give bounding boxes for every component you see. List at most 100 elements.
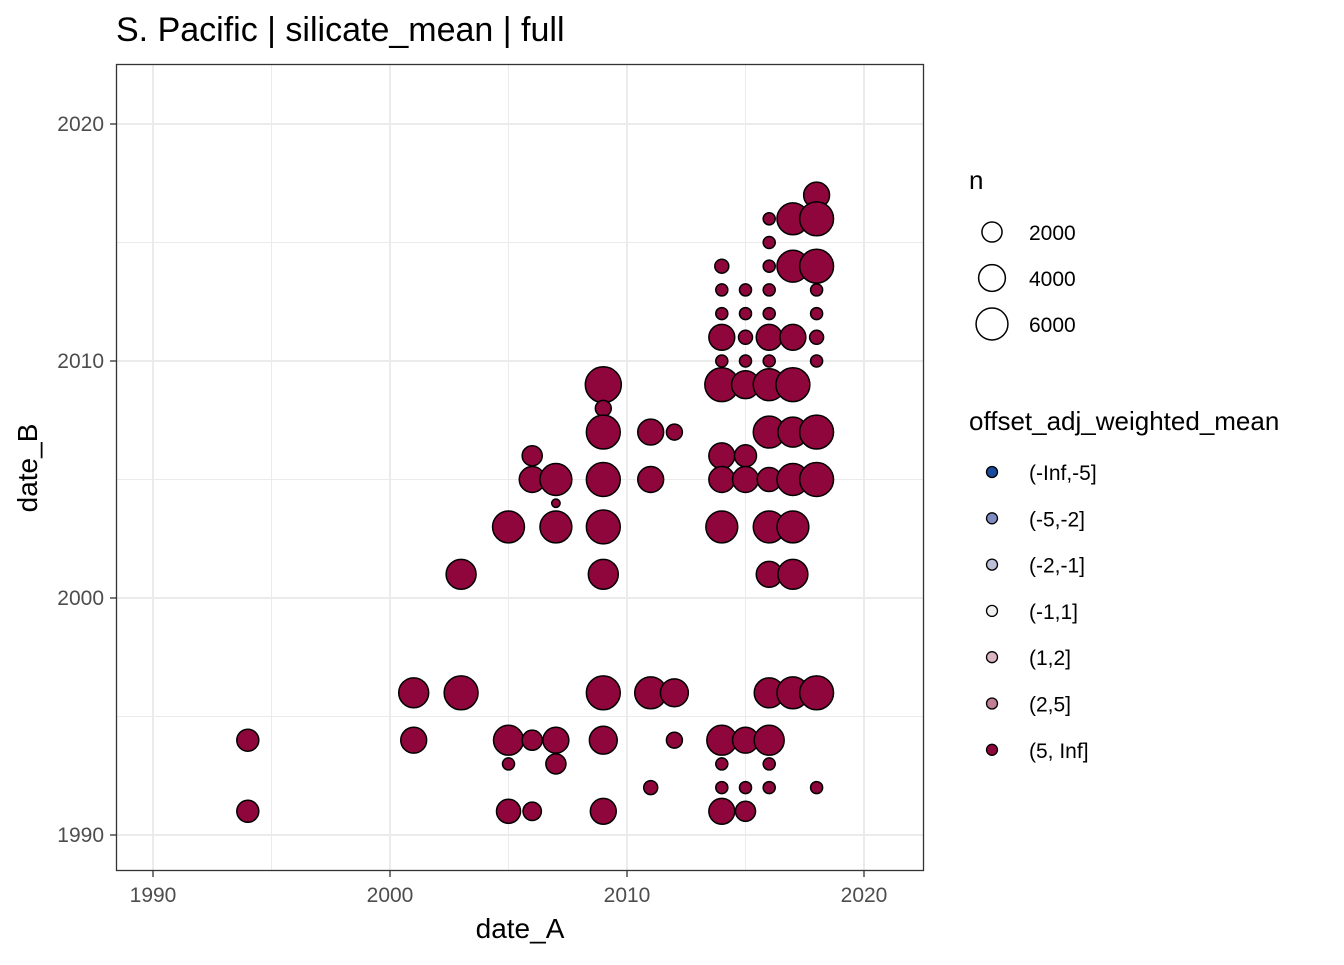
data-point	[762, 757, 776, 771]
data-point	[491, 510, 526, 544]
color-legend-label: (2,5]	[1029, 694, 1071, 717]
size-legend-label: 6000	[1029, 314, 1076, 337]
color-legend-key	[985, 558, 999, 571]
panel-border	[115, 63, 925, 872]
data-point	[809, 780, 824, 795]
size-legend-label: 2000	[1029, 222, 1076, 245]
data-point	[776, 510, 810, 544]
data-point	[798, 675, 835, 711]
data-point	[762, 259, 776, 273]
data-point	[584, 365, 623, 404]
x-tick-label: 1990	[130, 884, 177, 907]
data-point	[798, 414, 835, 450]
y-tick-label: 1990	[57, 824, 104, 847]
size-legend: 2000 4000 6000	[975, 221, 1076, 341]
data-point	[522, 801, 543, 822]
data-point	[738, 306, 753, 321]
data-point	[809, 354, 824, 368]
color-legend-key	[985, 651, 999, 664]
data-point	[762, 283, 776, 297]
x-tick-label: 2020	[841, 884, 888, 907]
data-point	[637, 418, 665, 446]
data-point	[708, 442, 736, 470]
data-point	[738, 780, 753, 795]
color-legend: (-Inf,-5] (-5,-2] (-2,-1] (-1,1] (1,2] (2,5] (…	[985, 462, 1097, 763]
color-legend-key	[985, 512, 999, 525]
data-point	[798, 461, 835, 498]
data-point	[585, 414, 622, 450]
data-point	[236, 799, 260, 824]
size-legend-key	[977, 263, 1007, 293]
data-point	[708, 797, 736, 825]
color-legend-label: (-5,-2]	[1029, 508, 1085, 531]
data-point	[715, 306, 729, 321]
data-point	[659, 678, 690, 708]
y-axis-label: date_B	[12, 424, 43, 513]
data-point	[734, 800, 757, 823]
data-point	[594, 399, 613, 418]
data-point	[762, 212, 776, 226]
color-legend-key	[985, 697, 999, 710]
data-point	[715, 780, 729, 795]
data-point	[443, 675, 479, 711]
data-point	[738, 283, 753, 297]
data-point	[738, 354, 753, 368]
data-point	[501, 757, 516, 771]
data-point	[585, 675, 622, 711]
data-point	[397, 677, 430, 709]
data-point	[762, 235, 776, 250]
data-point	[775, 366, 811, 403]
y-tick-label: 2000	[57, 587, 104, 610]
data-point	[715, 757, 729, 771]
color-legend-key	[985, 604, 999, 618]
data-point	[542, 726, 570, 754]
data-point	[587, 558, 620, 591]
data-point	[708, 465, 736, 494]
data-point	[495, 798, 522, 825]
y-tick-label: 2020	[57, 113, 104, 136]
data-points	[236, 181, 835, 825]
data-point	[777, 558, 809, 591]
data-point	[762, 306, 776, 321]
color-legend-label: (-1,1]	[1029, 601, 1078, 624]
data-point	[665, 423, 684, 441]
y-tick-label: 2010	[57, 350, 104, 373]
data-point	[809, 283, 824, 297]
data-point	[731, 465, 760, 494]
data-point	[665, 731, 684, 749]
data-point	[762, 354, 776, 368]
axes: 1990 2000 2010 2020 1990 2000 2010 2020	[57, 113, 887, 907]
data-point	[539, 462, 573, 497]
color-legend-label: (-Inf,-5]	[1029, 462, 1097, 485]
color-legend-key	[985, 743, 999, 756]
data-point	[809, 306, 824, 321]
x-tick-label: 2000	[367, 884, 414, 907]
color-legend-title: offset_adj_weighted_mean	[969, 406, 1279, 436]
data-point	[715, 283, 729, 297]
data-point	[550, 498, 561, 509]
data-point	[589, 797, 617, 825]
data-point	[637, 465, 665, 494]
color-legend-key	[985, 465, 999, 479]
x-axis-label: date_A	[476, 913, 565, 944]
data-point	[545, 753, 567, 775]
data-point	[445, 558, 477, 591]
data-point	[236, 728, 260, 752]
size-legend-key	[975, 307, 1009, 341]
data-point	[585, 461, 622, 498]
data-point	[779, 323, 807, 351]
data-point	[762, 780, 776, 795]
color-legend-label: (5, Inf]	[1029, 740, 1089, 763]
data-point	[521, 445, 543, 467]
data-point	[708, 323, 736, 351]
color-legend-label: (-2,-1]	[1029, 555, 1085, 578]
size-legend-title: n	[969, 165, 983, 195]
data-point	[798, 248, 835, 284]
size-legend-key	[981, 221, 1003, 243]
data-point	[642, 779, 659, 796]
data-point	[588, 725, 618, 755]
data-point	[521, 729, 543, 751]
chart-title: S. Pacific | silicate_mean | full	[116, 11, 565, 49]
data-point	[737, 329, 754, 346]
